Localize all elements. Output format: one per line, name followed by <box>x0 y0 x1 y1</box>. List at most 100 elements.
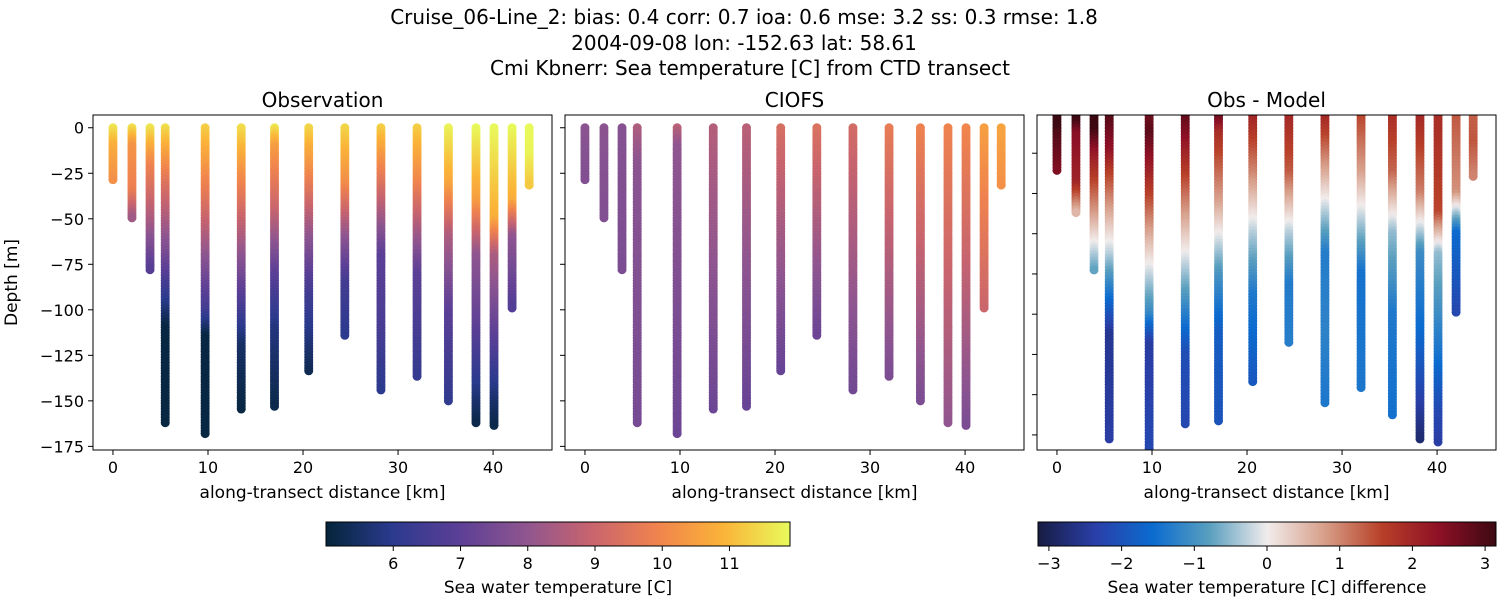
profile <box>708 123 718 414</box>
x-tick-label: 40 <box>955 458 975 477</box>
profile <box>376 123 386 395</box>
data-point <box>632 418 642 428</box>
y-tick-label: −75 <box>50 255 84 274</box>
data-point <box>1387 410 1397 420</box>
data-point <box>1180 419 1190 429</box>
profile <box>412 123 422 381</box>
profile <box>1451 115 1461 317</box>
axes-frame <box>1036 114 1497 451</box>
profile <box>1071 115 1081 218</box>
x-tick-label: 30 <box>388 458 408 477</box>
data-point <box>848 385 858 395</box>
x-tick-label: 20 <box>765 458 785 477</box>
data-point <box>1248 377 1258 387</box>
profile <box>632 123 642 428</box>
profile <box>471 123 481 428</box>
data-point <box>1284 337 1294 347</box>
data-point <box>412 371 422 381</box>
y-tick-label: −125 <box>40 346 84 365</box>
colorbar-tick-label: 11 <box>719 554 739 573</box>
colorbar-tick-label: 9 <box>590 554 600 573</box>
x-tick-label: 20 <box>293 458 313 477</box>
axes-frame <box>564 114 1025 451</box>
data-point <box>1451 307 1461 317</box>
colorbar-balance: −3 −2 −1 0 1 2 3 Sea water temperature [C] diff… <box>1037 521 1497 598</box>
data-point <box>1214 416 1224 426</box>
data-point <box>1320 398 1330 408</box>
y-tick-label: −50 <box>50 210 84 229</box>
x-tick-label: 10 <box>198 458 218 477</box>
data-point <box>1415 434 1425 444</box>
data-point <box>340 330 350 340</box>
profile <box>943 123 953 428</box>
data-point <box>996 180 1006 190</box>
profile <box>236 123 246 414</box>
profile <box>1387 115 1397 420</box>
profile <box>1248 115 1258 387</box>
profile <box>127 123 137 223</box>
y-tick-label: −175 <box>40 437 84 456</box>
data-point <box>127 213 137 223</box>
profile <box>1144 115 1154 450</box>
profile <box>1468 115 1478 181</box>
profile <box>580 123 590 185</box>
profile <box>1104 115 1114 444</box>
panel-title: Observation <box>262 88 384 112</box>
profile <box>776 123 786 376</box>
colorbar-tick-label: 3 <box>1480 554 1490 573</box>
x-tick-label: 30 <box>860 458 880 477</box>
profile <box>884 123 894 381</box>
profile <box>848 123 858 395</box>
profile <box>200 123 210 439</box>
colorbar-tick-label: 2 <box>1407 554 1417 573</box>
profile <box>340 123 350 340</box>
data-point <box>812 330 822 340</box>
profile <box>1284 115 1294 347</box>
y-tick-label: −100 <box>40 301 84 320</box>
data-point <box>524 180 534 190</box>
profile <box>617 123 627 275</box>
data-point <box>270 401 280 411</box>
colorbar-thermal: 6 7 8 9 10 11 Sea water temperature [C] <box>325 521 791 598</box>
x-tick-label: 10 <box>670 458 690 477</box>
colorbar-tick-label: 8 <box>523 554 533 573</box>
data-point <box>200 429 210 439</box>
data-point <box>1468 171 1478 181</box>
data-point <box>145 265 155 275</box>
profile <box>961 123 971 430</box>
colorbar-tick-label: −1 <box>1183 554 1207 573</box>
data-point <box>489 420 499 430</box>
colorbar-tick-label: −2 <box>1110 554 1134 573</box>
profile <box>1320 115 1330 408</box>
y-axis-label: Depth [m] <box>2 239 22 326</box>
data-point <box>617 265 627 275</box>
data-point <box>1433 437 1443 447</box>
colorbar-tick-label: 1 <box>1335 554 1345 573</box>
data-point <box>776 366 786 376</box>
profile <box>489 123 499 430</box>
data-point <box>599 213 609 223</box>
data-point <box>160 418 170 428</box>
x-tick-label: 0 <box>580 458 590 477</box>
colorbar-rect <box>325 521 791 547</box>
profile <box>672 123 682 439</box>
profile <box>304 123 314 376</box>
x-tick-label: 30 <box>1332 458 1352 477</box>
data-point <box>471 418 481 428</box>
profile <box>1356 115 1366 393</box>
panel-title: CIOFS <box>765 88 824 112</box>
panel-ciofs: 0 10 20 30 40 CIOFS along-transect distance [k… <box>560 88 1025 503</box>
profile <box>979 123 989 313</box>
colorbar-rect <box>1037 521 1497 547</box>
x-axis-label: along-transect distance [km] <box>200 483 446 503</box>
data-point <box>884 371 894 381</box>
x-axis-label: along-transect distance [km] <box>1144 483 1390 503</box>
data-point <box>708 404 718 414</box>
x-tick-label: 0 <box>108 458 118 477</box>
data-point <box>943 418 953 428</box>
x-axis-label: along-transect distance [km] <box>672 483 918 503</box>
colorbar-label: Sea water temperature [C] difference <box>1107 578 1426 598</box>
profile <box>443 123 453 406</box>
y-tick-label: −150 <box>40 392 84 411</box>
